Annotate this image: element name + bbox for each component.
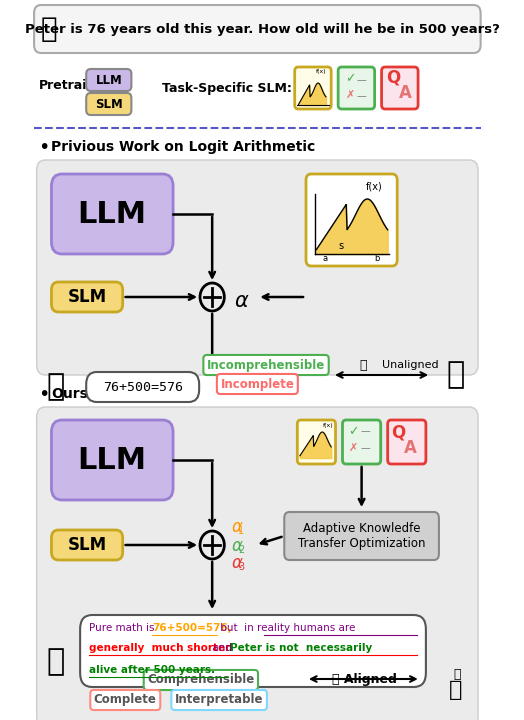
Text: Task-Specific SLM:: Task-Specific SLM: (162, 81, 292, 94)
Text: Peter is not  necessarily: Peter is not necessarily (231, 643, 373, 653)
FancyBboxPatch shape (51, 530, 123, 560)
Text: ✓: ✓ (348, 426, 359, 438)
Text: A: A (399, 84, 411, 102)
Text: Comprehensible: Comprehensible (147, 673, 255, 686)
FancyBboxPatch shape (285, 512, 439, 560)
Text: Q: Q (391, 423, 405, 441)
FancyBboxPatch shape (306, 174, 397, 266)
Text: 🚫: 🚫 (359, 359, 367, 372)
Text: b: b (375, 253, 380, 263)
Text: ✗: ✗ (349, 443, 358, 453)
Text: 🤖: 🤖 (47, 372, 65, 402)
Text: ✓: ✓ (345, 73, 356, 86)
Text: f(x): f(x) (316, 68, 327, 73)
Text: 76+500=576,: 76+500=576, (152, 623, 232, 633)
FancyBboxPatch shape (343, 420, 381, 464)
Text: LLM: LLM (95, 73, 122, 86)
FancyBboxPatch shape (388, 420, 426, 464)
Text: 🧑: 🧑 (449, 680, 462, 700)
Text: Incomplete: Incomplete (221, 377, 294, 390)
Text: α: α (231, 537, 242, 555)
Text: 👨: 👨 (446, 361, 465, 390)
FancyBboxPatch shape (37, 160, 478, 375)
Text: f(x): f(x) (323, 423, 334, 428)
FancyBboxPatch shape (80, 615, 426, 687)
Text: SLM: SLM (95, 97, 123, 110)
Text: A: A (404, 439, 417, 457)
Text: Unaligned: Unaligned (383, 360, 439, 370)
FancyBboxPatch shape (86, 93, 132, 115)
Text: α: α (234, 291, 248, 311)
Text: 3: 3 (238, 562, 244, 572)
Text: 76+500=576: 76+500=576 (103, 380, 183, 394)
Text: •: • (38, 384, 49, 403)
Text: ✅ Aligned: ✅ Aligned (332, 672, 397, 685)
Text: generally  much shorter: generally much shorter (89, 643, 230, 653)
Text: SLM: SLM (68, 536, 107, 554)
Text: —: — (360, 426, 370, 436)
FancyBboxPatch shape (51, 174, 173, 254)
Text: f(x): f(x) (366, 181, 383, 191)
Text: Incomprehensible: Incomprehensible (207, 359, 325, 372)
Text: a: a (323, 253, 328, 263)
Text: Pretrained:: Pretrained: (38, 78, 118, 91)
Text: alive after 500 years.: alive after 500 years. (89, 665, 215, 675)
Text: and: and (209, 643, 235, 653)
Text: —: — (357, 75, 366, 85)
Text: 2: 2 (238, 545, 245, 555)
Text: ✗: ✗ (346, 90, 355, 100)
FancyBboxPatch shape (297, 420, 335, 464)
Text: 🤖: 🤖 (47, 647, 65, 677)
Text: LLM: LLM (78, 446, 147, 474)
FancyBboxPatch shape (294, 67, 331, 109)
FancyBboxPatch shape (86, 372, 199, 402)
Text: 🤔: 🤔 (40, 15, 57, 43)
Text: 💡: 💡 (453, 668, 461, 682)
FancyBboxPatch shape (37, 407, 478, 720)
Text: LLM: LLM (78, 199, 147, 228)
Text: Q: Q (386, 68, 400, 86)
Text: α: α (231, 554, 242, 572)
Text: s: s (338, 241, 343, 251)
Text: Peter is 76 years old this year. How old will he be in 500 years?: Peter is 76 years old this year. How old… (25, 22, 500, 35)
Text: —: — (360, 443, 370, 453)
Text: SLM: SLM (68, 288, 107, 306)
FancyBboxPatch shape (51, 420, 173, 500)
Text: 1: 1 (238, 526, 244, 536)
FancyBboxPatch shape (338, 67, 375, 109)
Text: Privious Work on Logit Arithmetic: Privious Work on Logit Arithmetic (51, 140, 315, 154)
Text: Complete: Complete (94, 693, 157, 706)
FancyBboxPatch shape (34, 5, 481, 53)
Text: —: — (357, 91, 366, 101)
Text: Ours: Ours (51, 387, 89, 401)
Text: Interpretable: Interpretable (175, 693, 264, 706)
Text: Adaptive Knowledfe
Transfer Optimization: Adaptive Knowledfe Transfer Optimization (298, 522, 425, 550)
FancyBboxPatch shape (86, 69, 132, 91)
FancyBboxPatch shape (51, 282, 123, 312)
Text: Pure math is: Pure math is (89, 623, 158, 633)
Text: but  in reality humans are: but in reality humans are (217, 623, 356, 633)
Text: α: α (231, 518, 242, 536)
Text: •: • (38, 138, 49, 156)
FancyBboxPatch shape (381, 67, 418, 109)
